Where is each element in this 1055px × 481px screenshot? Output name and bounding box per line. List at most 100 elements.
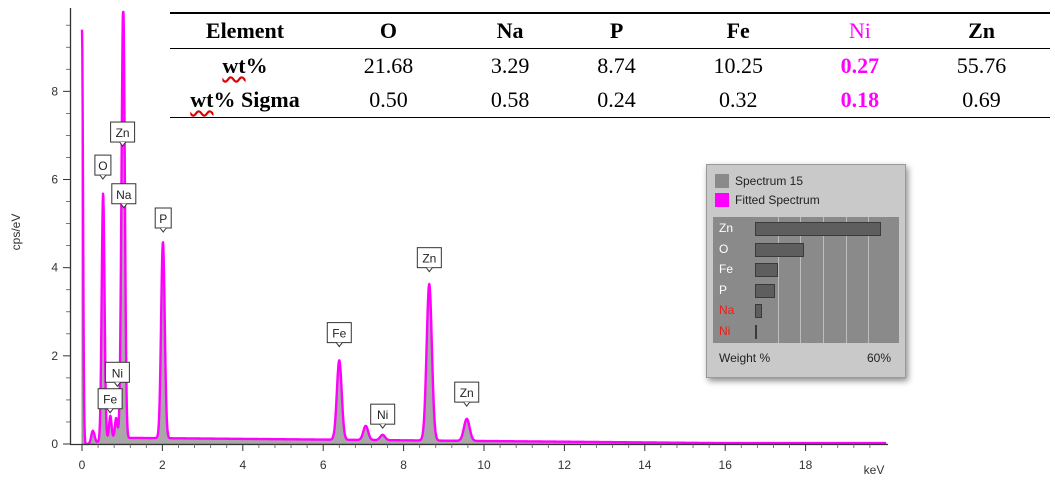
peak-label-text: Zn (116, 126, 130, 140)
y-tick-label: 4 (51, 261, 58, 275)
x-tick-label: 4 (239, 458, 246, 472)
peak-label-fe: Fe (326, 322, 352, 348)
inset-bar (755, 263, 779, 277)
peak-label-pointer (113, 381, 121, 388)
peak-label-ni: Ni (370, 403, 396, 429)
inset-gridline (823, 217, 824, 343)
peak-label-pointer (106, 408, 114, 414)
peak-label-pointer (120, 203, 128, 209)
x-tick-label: 8 (400, 458, 407, 472)
inset-element-label: O (719, 241, 729, 256)
peak-label-pointer (159, 227, 167, 233)
inset-footer: Weight % 60% (719, 351, 897, 365)
y-tick-label: 8 (51, 84, 58, 98)
inset-gridline (845, 217, 847, 343)
composition-table: Element O Na P Fe Ni Zn wt% 21.68 3.29 8.74 10.25 0.… (170, 12, 1050, 118)
inset-gridline (777, 217, 779, 343)
table-header-ni: Ni (806, 12, 914, 49)
peak-label-text: Ni (377, 408, 388, 422)
inset-bar (755, 324, 757, 339)
peak-label-o: O (94, 154, 112, 180)
inset-bar (755, 304, 763, 318)
table-cell: 0.24 (563, 83, 670, 118)
inset-element-label: Ni (719, 323, 731, 338)
peak-label-pointer (335, 342, 343, 348)
peak-label-zn: Zn (454, 381, 480, 407)
table-cell: 0.69 (913, 83, 1050, 118)
table-cell: 10.25 (713, 53, 763, 78)
inset-gridline (800, 217, 802, 343)
row-label-rest: % Sigma (213, 87, 300, 112)
x-tick-label: 18 (799, 458, 813, 472)
peak-label-zn: Zn (110, 121, 136, 147)
y-axis-label: cps/eV (9, 214, 23, 251)
y-tick-label: 0 (51, 437, 58, 451)
peak-label-text: O (98, 159, 107, 173)
inset-element-label: Zn (719, 221, 734, 235)
peak-label-fe: Fe (97, 388, 123, 414)
table-row: wt% Sigma 0.50 0.58 0.24 0.32 0.18 0.69 (170, 83, 1050, 118)
peak-label-na: Na (111, 183, 137, 209)
x-tick-label: 0 (79, 458, 86, 472)
table-cell: 0.32 (669, 83, 807, 118)
row-label-main: wt (222, 53, 246, 78)
peak-label-pointer (99, 174, 107, 180)
x-tick-label: 14 (638, 458, 652, 472)
x-tick-label: 12 (558, 458, 572, 472)
table-cell: 0.18 (806, 83, 914, 118)
table-row-label: wt% Sigma (170, 83, 320, 118)
table-header-na: Na (456, 12, 564, 49)
x-tick-label: 2 (159, 458, 166, 472)
weight-percent-inset: Spectrum 15 Fitted Spectrum Zn O Fe P Na Ni We… (706, 164, 906, 378)
legend-label: Spectrum 15 (735, 174, 804, 188)
table-row: wt% 21.68 3.29 8.74 10.25 0.27 55.76 (170, 49, 1050, 84)
inset-element-label: P (719, 282, 728, 297)
legend-swatch (715, 174, 729, 188)
table-header-zn: Zn (913, 12, 1050, 49)
table-header-o: O (320, 12, 457, 49)
x-tick-label: 16 (719, 458, 733, 472)
inset-element-label: Na (719, 303, 735, 317)
table-cell: 3.29 (490, 53, 530, 78)
y-tick-label: 6 (51, 173, 58, 187)
x-axis-label: keV (864, 463, 885, 477)
table-cell: 55.76 (956, 53, 1007, 78)
table-cell: 0.58 (456, 83, 564, 118)
peak-label-zn: Zn (416, 247, 442, 273)
inset-bar (755, 222, 882, 236)
peak-label-text: Zn (422, 252, 436, 266)
inset-gridline (868, 217, 870, 343)
peak-label-pointer (425, 267, 433, 273)
peak-label-text: Zn (460, 386, 474, 400)
peak-label-pointer (463, 401, 471, 407)
peak-label-ni: Ni (104, 361, 130, 388)
peak-label-pointer (119, 141, 127, 147)
table-cell: 0.27 (840, 53, 880, 78)
peak-label-text: Ni (112, 366, 123, 380)
inset-element-label: Fe (719, 262, 734, 276)
table-header-p: P (563, 12, 670, 49)
inset-legend-item: Fitted Spectrum (715, 192, 820, 208)
table-row-label: wt% (170, 49, 320, 84)
inset-footer-left: Weight % (719, 351, 771, 365)
peak-label-pointer (379, 423, 387, 429)
table-header-row: Element O Na P Fe Ni Zn (170, 12, 1050, 49)
table-header-label: Element (170, 12, 320, 49)
x-tick-label: 10 (477, 458, 491, 472)
peak-label-text: Fe (332, 327, 346, 341)
peak-label-text: P (159, 212, 167, 226)
x-tick-label: 6 (320, 458, 327, 472)
inset-footer-right: 60% (866, 351, 891, 365)
inset-bar-plot: Zn O Fe P Na Ni (713, 217, 899, 343)
table-cell: 8.74 (597, 53, 636, 78)
table-header-fe: Fe (669, 12, 807, 49)
peak-label-text: Fe (103, 393, 117, 407)
row-label-main: wt (190, 87, 214, 112)
legend-label: Fitted Spectrum (735, 193, 820, 207)
table-cell: 0.50 (320, 83, 457, 118)
table-cell: 21.68 (363, 53, 414, 78)
inset-bar (755, 242, 805, 257)
peak-label-p: P (154, 207, 172, 233)
fitted-spectrum-series (80, 10, 887, 446)
